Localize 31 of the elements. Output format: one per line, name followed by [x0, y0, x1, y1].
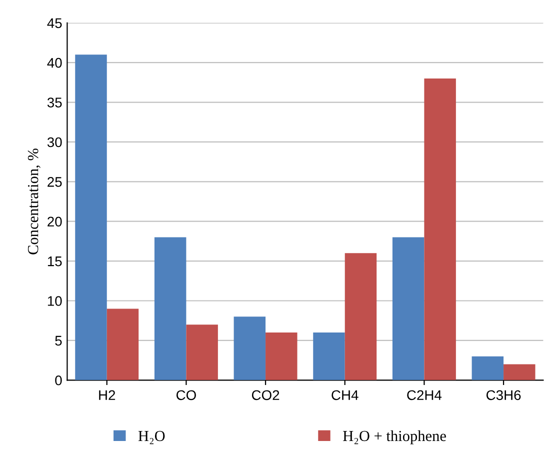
bar	[424, 78, 456, 380]
y-tick-label: 0	[55, 375, 62, 386]
bar	[472, 356, 504, 380]
bar	[154, 237, 186, 380]
y-tick-label: 45	[47, 18, 62, 28]
bar	[266, 332, 298, 380]
x-tick-label: C2H4	[407, 390, 442, 400]
bar	[344, 253, 377, 380]
legend-label: H₂O + thiophene	[343, 430, 446, 444]
y-tick-label: 35	[47, 98, 62, 108]
x-tick-label: CO	[176, 390, 196, 400]
bar	[106, 308, 139, 380]
y-axis-title: Concentration, %	[28, 148, 40, 254]
x-tick-label: CO2	[252, 390, 280, 400]
bar	[504, 364, 536, 380]
x-tick-label: C3H6	[486, 390, 521, 400]
bar	[313, 332, 345, 380]
bar	[392, 237, 424, 380]
y-tick-label: 30	[47, 137, 62, 148]
bar	[75, 54, 107, 380]
bar	[234, 316, 266, 380]
y-tick-label: 10	[48, 296, 62, 306]
y-tick-label: 40	[47, 58, 62, 68]
y-tick-label: 20	[48, 216, 62, 227]
x-tick-label: H2	[99, 390, 116, 400]
y-tick-label: 25	[48, 177, 62, 187]
x-tick-label: CH4	[332, 390, 358, 400]
y-tick-label: 15	[48, 256, 62, 266]
bar	[186, 324, 218, 380]
y-tick-label: 5	[55, 336, 62, 346]
legend-label: H₂O	[138, 430, 165, 444]
